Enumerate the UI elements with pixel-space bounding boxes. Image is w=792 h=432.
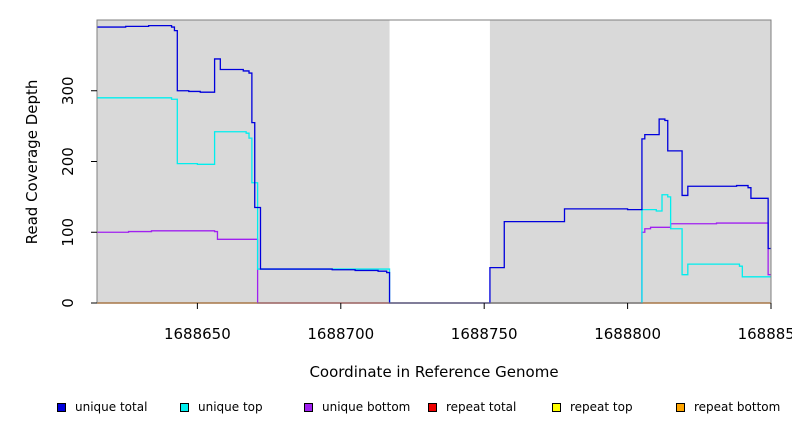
legend-item-repeat-total: repeat total [428, 400, 516, 414]
legend-label: repeat top [570, 400, 633, 414]
y-tick-label: 200 [59, 147, 77, 176]
y-axis: 0 100 200 300 [59, 76, 97, 308]
y-tick-label: 100 [59, 218, 77, 247]
y-tick-label: 300 [59, 76, 77, 105]
x-tick-label: 1688700 [307, 325, 374, 343]
x-axis-title: Coordinate in Reference Genome [309, 363, 558, 381]
shaded-regions [97, 20, 771, 303]
legend-label: unique total [75, 400, 148, 414]
x-tick-label: 1688750 [451, 325, 518, 343]
legend-item-unique-top: unique top [180, 400, 263, 414]
legend-label: repeat bottom [694, 400, 781, 414]
legend-swatch [676, 402, 685, 412]
y-tick-label: 0 [59, 298, 77, 308]
legend-swatch [428, 402, 437, 412]
x-tick-label: 1688800 [594, 325, 661, 343]
shaded-region-1 [97, 20, 390, 303]
legend-swatch [57, 402, 66, 412]
legend-item-repeat-bottom: repeat bottom [676, 400, 780, 414]
legend-item-unique-bottom: unique bottom [304, 400, 410, 414]
legend-label: unique bottom [322, 400, 411, 414]
y-axis-title: Read Coverage Depth [23, 80, 41, 245]
legend-swatch [552, 402, 561, 412]
legend-swatch [304, 402, 313, 412]
legend: unique total unique top unique bottom repea… [0, 400, 792, 420]
legend-swatch [180, 402, 189, 412]
legend-label: repeat total [446, 400, 517, 414]
series-unique-total [97, 25, 771, 304]
legend-item-repeat-top: repeat top [552, 400, 633, 414]
x-tick-label: 1688650 [164, 325, 231, 343]
legend-label: unique top [198, 400, 263, 414]
shaded-region-2 [489, 20, 771, 303]
legend-item-unique-total: unique total [57, 400, 147, 414]
